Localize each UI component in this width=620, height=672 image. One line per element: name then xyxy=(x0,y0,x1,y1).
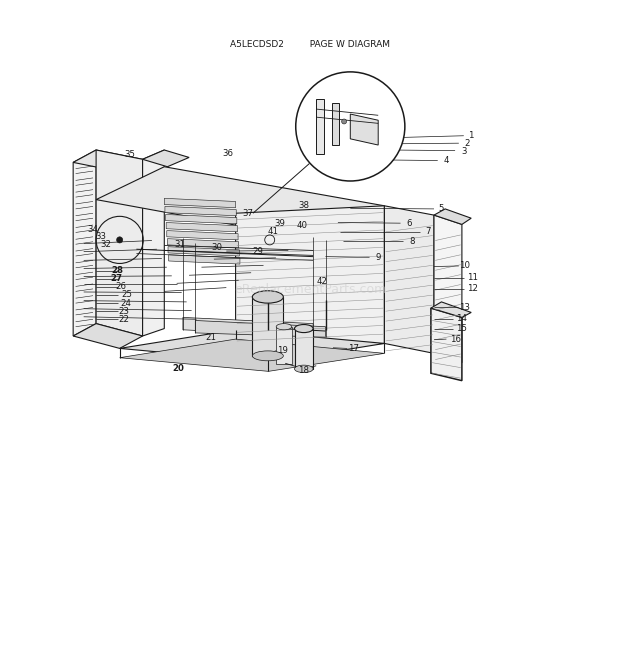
Text: 7: 7 xyxy=(425,227,430,237)
Text: 35: 35 xyxy=(125,150,136,159)
Ellipse shape xyxy=(294,365,313,372)
Text: 30: 30 xyxy=(211,243,223,252)
Circle shape xyxy=(342,119,347,124)
Text: 6: 6 xyxy=(407,218,412,228)
Text: 27: 27 xyxy=(110,274,123,284)
Polygon shape xyxy=(167,230,238,240)
Polygon shape xyxy=(73,150,96,336)
Polygon shape xyxy=(73,150,143,172)
Text: eReplacementParts.com: eReplacementParts.com xyxy=(234,283,386,296)
Polygon shape xyxy=(96,167,384,240)
Text: 23: 23 xyxy=(118,306,130,316)
Polygon shape xyxy=(276,327,292,364)
Circle shape xyxy=(296,72,405,181)
Text: 20: 20 xyxy=(172,364,184,374)
Polygon shape xyxy=(350,114,378,145)
Polygon shape xyxy=(183,317,313,336)
Polygon shape xyxy=(294,329,313,369)
Text: 5: 5 xyxy=(439,204,444,214)
Text: 29: 29 xyxy=(252,247,263,255)
Text: 16: 16 xyxy=(450,335,461,343)
Text: A5LECDSD2         PAGE W DIAGRAM: A5LECDSD2 PAGE W DIAGRAM xyxy=(230,40,390,48)
Text: 24: 24 xyxy=(120,298,131,308)
Text: 15: 15 xyxy=(456,324,467,333)
Text: 19: 19 xyxy=(277,346,288,355)
Text: 41: 41 xyxy=(267,227,278,237)
Polygon shape xyxy=(431,308,462,380)
Text: 17: 17 xyxy=(348,344,359,353)
Circle shape xyxy=(117,237,123,243)
Polygon shape xyxy=(168,247,239,256)
Text: 13: 13 xyxy=(459,303,471,312)
Polygon shape xyxy=(164,198,236,208)
Text: 33: 33 xyxy=(95,233,106,241)
Text: 14: 14 xyxy=(456,314,467,323)
Text: 18: 18 xyxy=(298,366,309,374)
Text: 10: 10 xyxy=(459,261,471,270)
Text: 40: 40 xyxy=(297,221,308,230)
Polygon shape xyxy=(165,206,236,216)
Polygon shape xyxy=(236,206,384,348)
Text: 22: 22 xyxy=(118,314,130,324)
Text: 28: 28 xyxy=(112,266,124,276)
Ellipse shape xyxy=(294,325,313,333)
Ellipse shape xyxy=(277,324,292,330)
Text: 39: 39 xyxy=(275,218,286,228)
Ellipse shape xyxy=(252,291,283,303)
Polygon shape xyxy=(120,339,384,372)
Polygon shape xyxy=(143,150,164,336)
Polygon shape xyxy=(73,324,143,348)
Text: 31: 31 xyxy=(174,240,185,249)
Polygon shape xyxy=(431,302,471,317)
Polygon shape xyxy=(384,206,434,353)
Polygon shape xyxy=(316,99,324,155)
Text: 37: 37 xyxy=(242,210,254,218)
Text: 9: 9 xyxy=(376,253,381,262)
Text: 8: 8 xyxy=(410,237,415,246)
Polygon shape xyxy=(434,209,471,224)
Polygon shape xyxy=(167,239,239,248)
Text: 4: 4 xyxy=(444,156,449,165)
Polygon shape xyxy=(252,297,283,356)
Text: 25: 25 xyxy=(122,290,133,299)
Polygon shape xyxy=(434,215,462,363)
Polygon shape xyxy=(195,321,326,337)
Polygon shape xyxy=(166,222,237,232)
Text: 1: 1 xyxy=(469,131,474,140)
Text: 38: 38 xyxy=(298,202,309,210)
Text: 34: 34 xyxy=(87,225,99,234)
Text: 12: 12 xyxy=(467,284,478,294)
Text: 26: 26 xyxy=(115,282,126,291)
Text: 36: 36 xyxy=(223,149,234,158)
Text: 2: 2 xyxy=(464,139,469,149)
Polygon shape xyxy=(120,330,384,362)
Text: 32: 32 xyxy=(100,241,111,249)
Polygon shape xyxy=(96,150,143,336)
Polygon shape xyxy=(332,103,339,145)
Text: 42: 42 xyxy=(317,277,328,286)
Text: 21: 21 xyxy=(205,333,216,342)
Text: 11: 11 xyxy=(467,274,478,282)
Polygon shape xyxy=(166,214,237,224)
Polygon shape xyxy=(169,255,240,264)
Polygon shape xyxy=(143,150,189,167)
Ellipse shape xyxy=(252,351,283,361)
Text: 3: 3 xyxy=(461,146,466,156)
